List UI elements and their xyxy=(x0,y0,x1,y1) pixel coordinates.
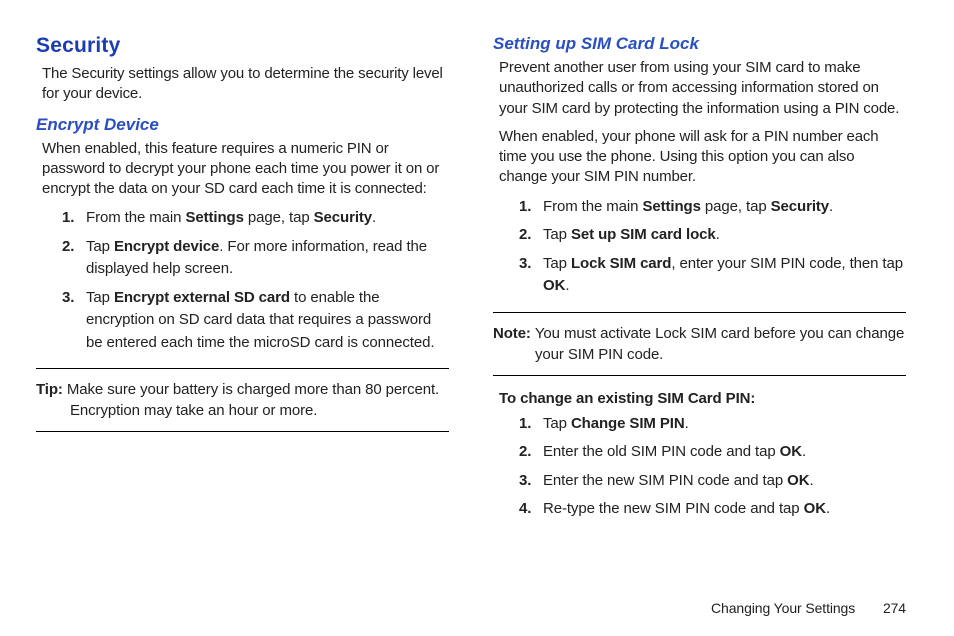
text: Tap xyxy=(543,415,571,432)
note-block: Note: You must activate Lock SIM card be… xyxy=(493,312,906,376)
text: Re-type the new SIM PIN code and tap xyxy=(543,500,804,517)
bold: Encrypt external SD card xyxy=(114,289,290,306)
step-3: Enter the new SIM PIN code and tap OK. xyxy=(523,470,906,493)
encrypt-device-intro: When enabled, this feature requires a nu… xyxy=(42,139,449,200)
text: . xyxy=(802,443,806,460)
subheading-encrypt-device: Encrypt Device xyxy=(36,115,449,135)
right-column: Setting up SIM Card Lock Prevent another… xyxy=(493,34,906,580)
left-column: Security The Security settings allow you… xyxy=(36,34,449,580)
text: Tap xyxy=(543,226,571,243)
step-3: Tap Lock SIM card, enter your SIM PIN co… xyxy=(523,253,906,298)
bold: Change SIM PIN xyxy=(571,415,685,432)
change-pin-steps: Tap Change SIM PIN. Enter the old SIM PI… xyxy=(493,413,906,521)
tip-block: Tip: Make sure your battery is charged m… xyxy=(36,368,449,432)
text: . xyxy=(826,500,830,517)
step-2: Enter the old SIM PIN code and tap OK. xyxy=(523,441,906,464)
sim-lock-intro-1: Prevent another user from using your SIM… xyxy=(499,58,906,119)
text: From the main xyxy=(86,209,185,226)
bold: Settings xyxy=(642,198,700,215)
note-text-line: Note: You must activate Lock SIM card be… xyxy=(493,323,906,365)
bold: Settings xyxy=(185,209,243,226)
bold: Security xyxy=(314,209,372,226)
sim-lock-intro-2: When enabled, your phone will ask for a … xyxy=(499,127,906,188)
step-4: Re-type the new SIM PIN code and tap OK. xyxy=(523,498,906,521)
security-intro: The Security settings allow you to deter… xyxy=(42,64,449,105)
text: Tap xyxy=(86,289,114,306)
step-1: Tap Change SIM PIN. xyxy=(523,413,906,436)
text: Enter the old SIM PIN code and tap xyxy=(543,443,780,460)
two-column-layout: Security The Security settings allow you… xyxy=(36,34,906,580)
text: Enter the new SIM PIN code and tap xyxy=(543,472,787,489)
footer-page-number: 274 xyxy=(883,600,906,616)
step-3: Tap Encrypt external SD card to enable t… xyxy=(66,287,449,355)
bold: Set up SIM card lock xyxy=(571,226,716,243)
manual-page: Security The Security settings allow you… xyxy=(0,0,954,636)
bold: OK xyxy=(543,277,565,294)
sim-lock-steps: From the main Settings page, tap Securit… xyxy=(493,196,906,298)
bold: Security xyxy=(771,198,829,215)
text: page, tap xyxy=(701,198,771,215)
text: Tap xyxy=(86,238,114,255)
step-2: Tap Encrypt device. For more information… xyxy=(66,236,449,281)
note-body: You must activate Lock SIM card before y… xyxy=(535,325,904,363)
footer-section: Changing Your Settings xyxy=(711,600,855,616)
bold: Encrypt device xyxy=(114,238,219,255)
bold: OK xyxy=(780,443,802,460)
page-footer: Changing Your Settings 274 xyxy=(36,580,906,616)
tip-text-line: Tip: Make sure your battery is charged m… xyxy=(36,379,449,421)
text: From the main xyxy=(543,198,642,215)
text: . xyxy=(565,277,569,294)
step-1: From the main Settings page, tap Securit… xyxy=(66,207,449,230)
encrypt-device-steps: From the main Settings page, tap Securit… xyxy=(36,207,449,354)
change-pin-heading: To change an existing SIM Card PIN: xyxy=(499,390,906,407)
text: . xyxy=(829,198,833,215)
bold: OK xyxy=(787,472,809,489)
text: . xyxy=(716,226,720,243)
text: page, tap xyxy=(244,209,314,226)
text: . xyxy=(372,209,376,226)
step-1: From the main Settings page, tap Securit… xyxy=(523,196,906,219)
step-2: Tap Set up SIM card lock. xyxy=(523,224,906,247)
tip-label: Tip: xyxy=(36,381,67,398)
bold: Lock SIM card xyxy=(571,255,671,272)
text: Tap xyxy=(543,255,571,272)
subheading-sim-lock: Setting up SIM Card Lock xyxy=(493,34,906,54)
note-label: Note: xyxy=(493,325,535,342)
text: . xyxy=(685,415,689,432)
bold: OK xyxy=(804,500,826,517)
tip-body: Make sure your battery is charged more t… xyxy=(67,381,439,419)
section-heading-security: Security xyxy=(36,34,449,58)
text: , enter your SIM PIN code, then tap xyxy=(671,255,903,272)
text: . xyxy=(809,472,813,489)
